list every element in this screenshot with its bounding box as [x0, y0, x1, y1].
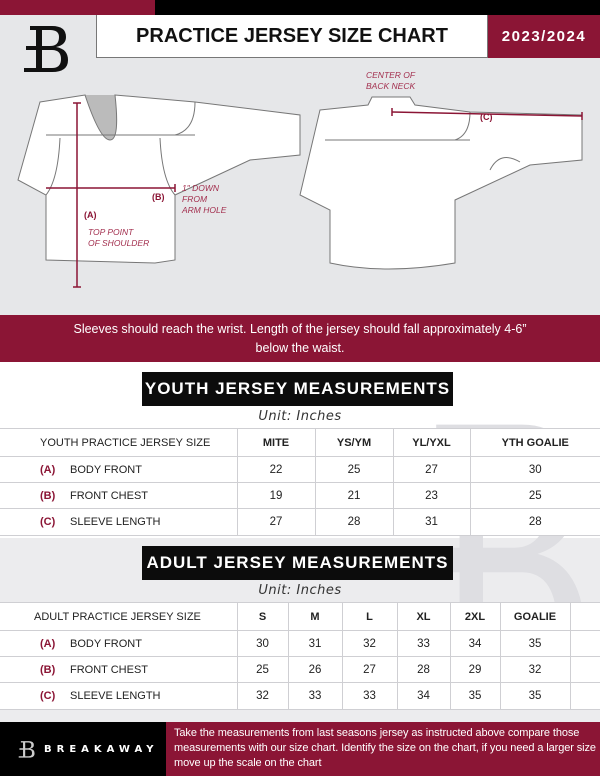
watermark-logo — [412, 424, 585, 708]
cell: 33 — [341, 682, 397, 710]
row-letter: (C) — [40, 516, 56, 528]
row-letter: (C) — [40, 690, 56, 702]
table-row: (B) FRONT CHEST 25 26 27 28 29 32 — [0, 656, 600, 683]
footer-logo-icon — [18, 741, 35, 758]
column-header: 2XL — [449, 602, 500, 631]
column-header: YTH GOALIE — [469, 428, 600, 457]
cell: 33 — [287, 682, 342, 710]
cell: 27 — [236, 508, 315, 536]
cell: 23 — [392, 482, 470, 509]
row-letter: (B) — [40, 489, 56, 502]
top-accent-bar — [0, 0, 155, 15]
table-row: (C) SLEEVE LENGTH 32 33 33 34 35 35 — [0, 682, 600, 710]
adult-title: ADULT JERSEY MEASUREMENTS — [142, 546, 453, 580]
cell: 28 — [396, 656, 450, 683]
adult-table: ADULT PRACTICE JERSEY SIZE S M L XL 2XL … — [0, 602, 600, 710]
table-row: (A) BODY FRONT 22 25 27 30 — [0, 456, 600, 483]
cell: 35 — [499, 682, 570, 710]
cell: 34 — [449, 630, 500, 657]
row-label: BODY FRONT — [70, 637, 142, 650]
column-header: L — [341, 602, 397, 631]
cell: 25 — [314, 456, 393, 483]
cell: 30 — [469, 456, 600, 483]
youth-unit: Unit: Inches — [258, 409, 342, 424]
note-c: CENTER OF BACK NECK — [366, 70, 416, 91]
column-header: GOALIE — [499, 602, 570, 631]
front-jersey — [17, 94, 301, 264]
footer-instructions: Take the measurements from last seasons … — [166, 722, 600, 776]
column-header: XL — [396, 602, 450, 631]
cell: 21 — [314, 482, 393, 509]
cell: 32 — [341, 630, 397, 657]
empty-cell — [569, 682, 600, 710]
footer-brand-name: BREAKAWAY — [44, 743, 159, 755]
back-jersey — [299, 96, 583, 270]
label-c: (C) — [480, 112, 493, 122]
empty-cell — [569, 656, 600, 683]
empty-cell — [569, 630, 600, 657]
table-row: (C) SLEEVE LENGTH 27 28 31 28 — [0, 508, 600, 536]
column-header: M — [287, 602, 342, 631]
row-label: BODY FRONT — [70, 463, 142, 476]
cell: 25 — [469, 482, 600, 509]
cell: 33 — [396, 630, 450, 657]
adult-unit: Unit: Inches — [258, 583, 342, 598]
top-black-bar — [155, 0, 600, 15]
cell: 26 — [287, 656, 342, 683]
cell: 28 — [314, 508, 393, 536]
cell: 29 — [449, 656, 500, 683]
label-a: (A) — [84, 210, 97, 220]
cell: 22 — [236, 456, 315, 483]
instruction-banner: Sleeves should reach the wrist. Length o… — [0, 315, 600, 362]
season-badge: 2023/2024 — [488, 15, 600, 58]
label-b: (B) — [152, 192, 165, 202]
cell: 31 — [392, 508, 470, 536]
cell: 32 — [499, 656, 570, 683]
column-header: S — [236, 602, 288, 631]
youth-title: YOUTH JERSEY MEASUREMENTS — [142, 372, 453, 406]
table-header-row: YOUTH PRACTICE JERSEY SIZE MITE YS/YM YL… — [0, 428, 600, 457]
column-header: YS/YM — [314, 428, 393, 457]
cell: 30 — [236, 630, 288, 657]
row-label: FRONT CHEST — [70, 489, 149, 502]
table-row: (A) BODY FRONT 30 31 32 33 34 35 — [0, 630, 600, 657]
cell: 35 — [449, 682, 500, 710]
empty-cell — [569, 602, 600, 631]
footer-brand-block: BREAKAWAY — [0, 722, 166, 776]
note-b: 1" DOWN FROM ARM HOLE — [182, 183, 227, 215]
column-header: YOUTH PRACTICE JERSEY SIZE — [0, 428, 237, 457]
cell: 27 — [341, 656, 397, 683]
cell: 35 — [499, 630, 570, 657]
row-label: SLEEVE LENGTH — [70, 516, 161, 528]
cell: 27 — [392, 456, 470, 483]
column-header: ADULT PRACTICE JERSEY SIZE — [0, 602, 237, 631]
column-header: MITE — [236, 428, 315, 457]
cell: 34 — [396, 682, 450, 710]
row-letter: (A) — [40, 463, 56, 476]
cell: 28 — [469, 508, 600, 536]
row-label: SLEEVE LENGTH — [70, 690, 161, 702]
note-a: TOP POINT OF SHOULDER — [88, 227, 150, 248]
brand-logo — [24, 26, 68, 72]
cell: 25 — [236, 656, 288, 683]
row-label: FRONT CHEST — [70, 663, 149, 676]
youth-table: YOUTH PRACTICE JERSEY SIZE MITE YS/YM YL… — [0, 428, 600, 536]
row-letter: (A) — [40, 637, 56, 650]
cell: 19 — [236, 482, 315, 509]
cell: 31 — [287, 630, 342, 657]
table-header-row: ADULT PRACTICE JERSEY SIZE S M L XL 2XL … — [0, 602, 600, 631]
page-title: PRACTICE JERSEY SIZE CHART — [96, 15, 488, 58]
table-row: (B) FRONT CHEST 19 21 23 25 — [0, 482, 600, 509]
column-header: YL/YXL — [392, 428, 470, 457]
row-letter: (B) — [40, 663, 56, 676]
jersey-diagram — [17, 94, 583, 288]
cell: 32 — [236, 682, 288, 710]
